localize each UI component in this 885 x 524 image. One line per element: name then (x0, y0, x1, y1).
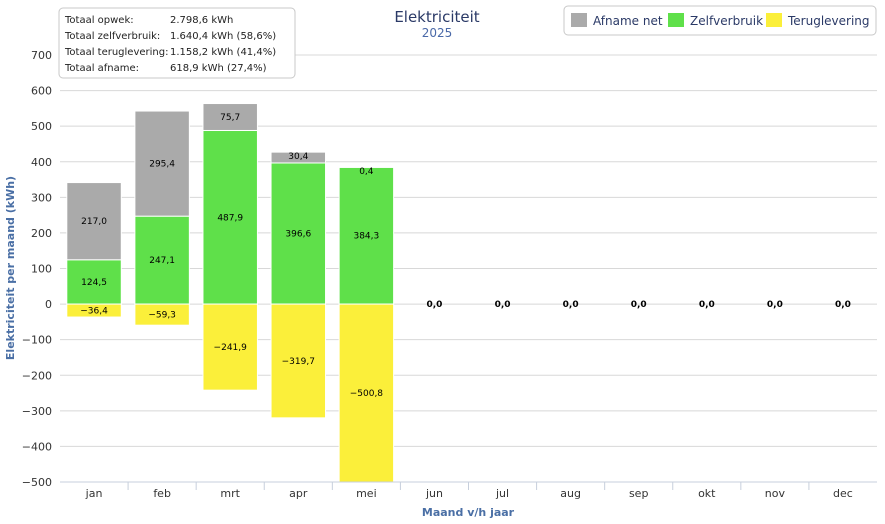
y-tick-label: −400 (22, 440, 52, 453)
legend-swatch-afname-net (571, 13, 587, 27)
summary-label-zelfverbruik: Totaal zelfverbruik: (64, 31, 160, 42)
y-tick-label: −500 (22, 476, 52, 489)
data-label-teruglevering: −241,9 (214, 343, 248, 353)
summary-label-teruglevering: Totaal teruglevering: (64, 47, 168, 58)
legend-label-zelfverbruik: Zelfverbruik (690, 14, 763, 28)
bar-afname-net-feb[interactable] (134, 110, 190, 217)
legend-swatch-zelfverbruik (668, 13, 684, 27)
bar-teruglevering-jan[interactable] (66, 303, 122, 318)
y-tick-label: −300 (22, 405, 52, 418)
data-label-afname-net: 0,4 (359, 167, 374, 177)
x-tick-label: sep (629, 487, 648, 500)
y-tick-label: 400 (31, 156, 52, 169)
summary-value-afname: 618,9 kWh (27,4%) (170, 63, 267, 74)
x-tick-label: jul (495, 487, 509, 500)
data-label-afname-net: 75,7 (220, 113, 240, 123)
data-label-teruglevering: −36,4 (80, 307, 108, 317)
x-tick-label: nov (765, 487, 786, 500)
y-tick-label: 100 (31, 263, 52, 276)
x-tick-label: dec (833, 487, 853, 500)
y-tick-label: 300 (31, 191, 52, 204)
y-tick-label: 0 (45, 298, 52, 311)
data-label-afname-net: 295,4 (149, 160, 175, 170)
bar-zelfverbruik-apr[interactable] (270, 162, 327, 305)
legend: Afname net Zelfverbruik Teruglevering (563, 5, 877, 36)
x-tick-label: feb (153, 487, 171, 500)
data-label-zelfverbruik: 384,3 (353, 232, 379, 242)
data-labels: 124,5 217,0 −36,4 247,1 295,4 −59,3 487,9 75,7 −… (80, 113, 851, 399)
data-label-afname-net: 217,0 (81, 217, 107, 227)
x-tick-label: mrt (220, 487, 240, 500)
bar-zelfverbruik-mei[interactable] (338, 166, 395, 305)
legend-item-zelfverbruik[interactable]: Zelfverbruik (668, 13, 763, 28)
y-axis-ticks: −500 −400 −300 −200 −100 0 100 200 300 400 500 600 7… (22, 49, 52, 489)
summary-value-zelfverbruik: 1.640,4 kWh (58,6%) (170, 31, 276, 42)
data-label-zelfverbruik: 396,6 (285, 230, 311, 240)
legend-item-teruglevering[interactable]: Teruglevering (766, 13, 870, 28)
y-tick-label: −100 (22, 334, 52, 347)
summary-box-frame (58, 7, 296, 79)
data-label-teruglevering: 0,0 (835, 300, 851, 310)
summary-value-opwek: 2.798,6 kWh (170, 15, 233, 26)
data-label-teruglevering: −319,7 (282, 357, 315, 367)
data-label-teruglevering: 0,0 (631, 300, 647, 310)
data-label-teruglevering: 0,0 (699, 300, 715, 310)
y-axis-title: Elektriciteit per maand (kWh) (4, 176, 17, 360)
x-tick-label: apr (289, 487, 308, 500)
data-label-teruglevering: 0,0 (563, 300, 579, 310)
summary-value-teruglevering: 1.158,2 kWh (41,4%) (170, 47, 276, 58)
bar-afname-net-jan[interactable] (66, 182, 122, 261)
x-tick-label: mei (356, 487, 377, 500)
legend-item-afname-net[interactable]: Afname net (571, 13, 663, 28)
chart-title: Elektriciteit (394, 8, 479, 26)
legend-label-afname-net: Afname net (593, 14, 663, 28)
data-label-teruglevering: −59,3 (148, 311, 176, 321)
bar-zelfverbruik-jan[interactable] (66, 259, 122, 305)
data-label-zelfverbruik: 124,5 (81, 278, 107, 288)
bar-teruglevering-feb[interactable] (134, 303, 190, 326)
bars (66, 103, 395, 483)
bar-zelfverbruik-feb[interactable] (134, 215, 190, 305)
chart-subtitle: 2025 (422, 26, 453, 40)
bar-teruglevering-mei[interactable] (338, 303, 395, 483)
bar-afname-net-apr[interactable] (270, 151, 327, 164)
y-tick-label: 200 (31, 227, 52, 240)
x-axis-title: Maand v/h jaar (422, 506, 515, 519)
y-tick-label: 600 (31, 85, 52, 98)
x-tick-label: aug (560, 487, 581, 500)
legend-swatch-teruglevering (766, 13, 782, 27)
data-label-teruglevering: −500,8 (350, 389, 384, 399)
legend-frame (563, 5, 877, 36)
legend-label-teruglevering: Teruglevering (787, 14, 870, 28)
bar-afname-net-mrt[interactable] (202, 103, 258, 131)
x-tick-label: jun (425, 487, 443, 500)
bar-teruglevering-mrt[interactable] (202, 303, 258, 391)
y-tick-label: −200 (22, 369, 52, 382)
y-tick-label: 500 (31, 120, 52, 133)
summary-label-opwek: Totaal opwek: (64, 15, 134, 26)
bar-zelfverbruik-mrt[interactable] (202, 129, 258, 305)
data-label-zelfverbruik: 247,1 (149, 256, 175, 266)
data-label-teruglevering: 0,0 (495, 300, 511, 310)
summary-label-afname: Totaal afname: (64, 63, 139, 74)
x-axis-ticks: jan feb mrt apr mei jun jul aug sep okt nov dec (85, 482, 853, 500)
x-tick-label: okt (698, 487, 716, 500)
summary-box: Totaal opwek: 2.798,6 kWh Totaal zelfver… (58, 7, 296, 79)
bar-teruglevering-apr[interactable] (270, 303, 327, 419)
y-tick-label: 700 (31, 49, 52, 62)
data-label-teruglevering: 0,0 (426, 300, 442, 310)
data-label-teruglevering: 0,0 (767, 300, 783, 310)
data-label-zelfverbruik: 487,9 (217, 213, 243, 223)
x-tick-label: jan (85, 487, 103, 500)
data-label-afname-net: 30,4 (288, 152, 308, 162)
